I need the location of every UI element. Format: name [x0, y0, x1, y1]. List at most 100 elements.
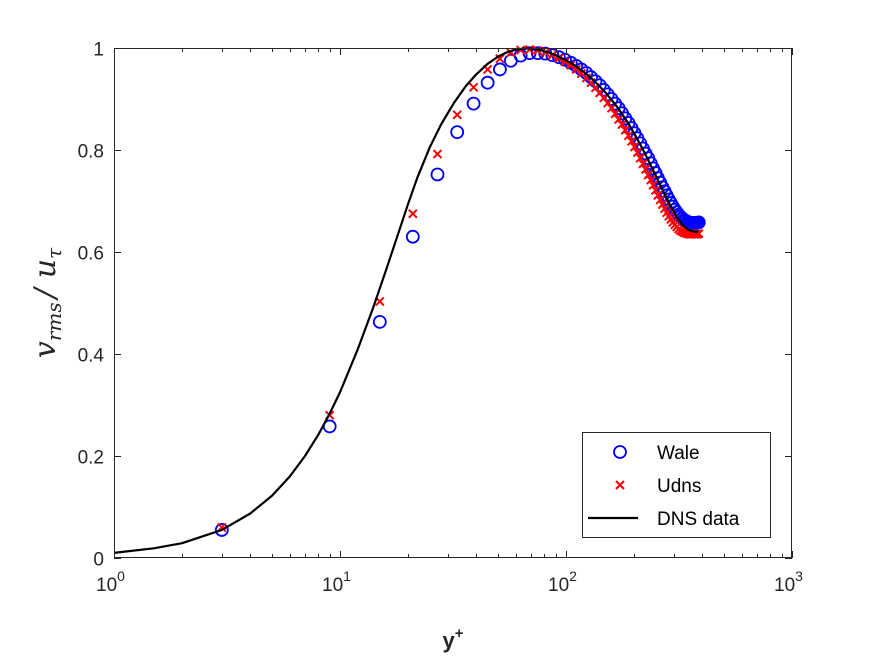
data-point-udns — [635, 153, 645, 163]
x-tick-label-base: 10 — [774, 575, 795, 596]
data-point-udns-stroke-b — [623, 131, 634, 141]
data-point-udns — [617, 119, 627, 130]
data-point-udns-stroke-b — [452, 110, 462, 120]
data-point-udns — [468, 82, 479, 92]
data-point-udns — [452, 110, 462, 120]
data-point-udns-stroke-b — [375, 296, 385, 307]
data-point-udns-stroke-b — [653, 190, 663, 201]
data-point-udns — [626, 136, 637, 147]
legend-swatch-udns — [615, 480, 625, 490]
legend-label-wale: Wale — [657, 443, 700, 464]
data-point-udns-stroke-b — [482, 64, 493, 75]
data-point-udns — [629, 142, 640, 152]
data-point-udns — [645, 175, 656, 185]
data-point-udns-stroke-b — [645, 175, 656, 185]
y-tick-label: 0.2 — [78, 448, 104, 469]
x-tick-label: 100 — [96, 568, 125, 596]
x-tick-label-base: 10 — [322, 575, 343, 596]
x-tick-label-exp: 3 — [795, 568, 803, 584]
data-point-wale — [214, 523, 229, 537]
axes-frame — [114, 48, 792, 558]
data-point-udns-stroke-b — [640, 164, 651, 175]
data-point-wale — [466, 96, 481, 111]
data-point-udns-stroke-b — [648, 180, 658, 190]
data-point-udns — [655, 195, 665, 205]
data-point-udns — [638, 159, 648, 169]
data-point-udns-stroke-b — [632, 147, 643, 158]
data-point-udns-stroke-b — [655, 195, 665, 205]
data-point-udns — [643, 170, 653, 180]
data-point-udns-stroke-b — [468, 82, 479, 92]
legend-entry-wale: Wale — [613, 443, 700, 464]
y-axis-label-main: v — [28, 341, 63, 358]
data-point-udns — [623, 131, 634, 141]
data-point-wale — [545, 48, 560, 63]
data-point-udns — [606, 103, 617, 113]
data-point-udns-stroke-b — [408, 209, 418, 219]
data-point-udns-stroke-b — [629, 142, 640, 152]
legend-swatch-udns-stroke-b — [615, 480, 625, 490]
x-tick-label: 101 — [322, 568, 351, 596]
y-tick-label: 0.6 — [78, 244, 104, 265]
data-point-udns-stroke-b — [606, 103, 617, 113]
legend-entry-udns: Udns — [615, 476, 701, 497]
x-axis-label-main: y — [442, 628, 455, 653]
legend-entry-dns-data: DNS data — [588, 509, 740, 530]
y-axis-label-main-sub: rms — [42, 302, 66, 341]
series-layer — [113, 44, 706, 554]
y-axis-label: vrms/ uτ — [28, 247, 66, 358]
series-dns-data — [113, 47, 699, 554]
y-tick-label: 0 — [93, 550, 104, 571]
y-tick-label: 0.8 — [78, 142, 104, 163]
y-tick-label: 1 — [93, 40, 104, 61]
data-point-udns — [620, 125, 631, 135]
data-point-udns-stroke-b — [566, 60, 576, 71]
data-point-udns-stroke-b — [620, 125, 631, 135]
data-point-wale — [493, 62, 507, 77]
data-point-udns-stroke-b — [661, 208, 672, 218]
data-point-udns — [408, 209, 418, 219]
data-point-udns-stroke-b — [610, 109, 620, 119]
data-point-udns-stroke-b — [643, 170, 653, 180]
data-point-udns — [653, 190, 663, 201]
data-point-udns-stroke-b — [691, 229, 701, 239]
data-point-udns-stroke-b — [657, 199, 668, 210]
y-tick-label: 0.4 — [78, 346, 105, 367]
y-axis-label-den-sub: τ — [42, 247, 66, 259]
data-point-udns-stroke-b — [432, 149, 443, 159]
data-point-udns-stroke-b — [659, 203, 670, 214]
legend: Wale Udns DNS data — [582, 432, 771, 538]
data-point-wale — [551, 50, 566, 65]
x-tick-label: 103 — [774, 568, 803, 596]
data-point-udns — [432, 149, 443, 159]
data-point-wale — [372, 314, 387, 329]
legend-swatch-wale — [613, 445, 627, 459]
data-point-udns — [648, 180, 658, 190]
data-point-udns-stroke-b — [571, 64, 581, 75]
data-point-wale — [450, 125, 465, 140]
data-point-udns-stroke-b — [694, 228, 704, 239]
data-point-wale — [691, 215, 706, 230]
x-tick-label: 102 — [548, 568, 577, 596]
legend-label-dns-data: DNS data — [657, 509, 740, 530]
data-point-udns-stroke-b — [515, 45, 526, 55]
x-tick-label-exp: 2 — [569, 568, 577, 584]
data-point-udns-stroke-b — [603, 98, 613, 108]
data-point-udns-stroke-b — [638, 159, 648, 169]
data-point-udns-stroke-b — [626, 136, 637, 147]
data-point-udns — [613, 114, 624, 125]
data-point-udns — [610, 109, 620, 119]
data-point-udns-stroke-b — [547, 50, 558, 60]
data-point-udns-stroke-b — [613, 114, 624, 125]
data-point-udns — [650, 185, 661, 195]
data-point-udns — [515, 45, 526, 55]
series-line-dns-data — [113, 47, 699, 554]
legend-label-udns: Udns — [657, 476, 701, 497]
x-tick-label-exp: 1 — [343, 568, 351, 584]
data-point-udns-stroke-b — [650, 185, 661, 195]
legend-entries: Wale Udns DNS data — [588, 443, 740, 530]
data-point-udns-stroke-b — [495, 54, 505, 64]
